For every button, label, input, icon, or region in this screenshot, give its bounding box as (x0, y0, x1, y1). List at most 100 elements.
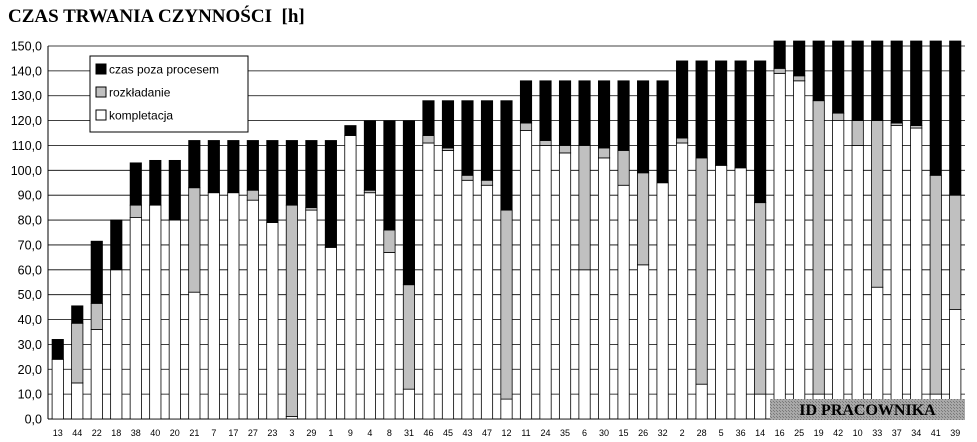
bar-segment-kompletacja (246, 199, 259, 420)
legend-entry: rozkładanie (109, 86, 171, 100)
y-tick-label: 130,0 (11, 89, 42, 103)
bar-segment-kompletacja (402, 388, 416, 420)
bar-segment-czas-poza-procesem (812, 40, 825, 102)
x-tick-label: 34 (911, 428, 921, 438)
x-tick-label: 10 (853, 428, 863, 438)
x-tick-label: 21 (189, 428, 199, 438)
bar-segment-rozkladanie (929, 174, 942, 395)
bar-segment-czas-poza-procesem (539, 80, 552, 141)
x-tick-label: 17 (228, 428, 238, 438)
chart-title: CZAS TRWANIA CZYNNOŚCI [h] (8, 6, 305, 27)
x-tick-label: 19 (814, 428, 824, 438)
bar-segment-kompletacja (51, 358, 64, 420)
bar-segment-kompletacja (832, 120, 845, 420)
bar-segment-rozkladanie (461, 174, 474, 181)
y-tick-label: 70,0 (18, 238, 42, 252)
bar-segment-kompletacja (71, 382, 84, 420)
bar-segment-kompletacja (734, 167, 747, 420)
bar-segment-czas-poza-procesem (129, 162, 142, 206)
x-tick-label: 20 (170, 428, 180, 438)
bar-segment-rozkladanie (617, 150, 630, 186)
legend (89, 55, 249, 133)
bar-segment-kompletacja (90, 329, 103, 420)
bar-segment-czas-poza-procesem (597, 80, 611, 149)
x-tick-label: 39 (950, 428, 960, 438)
bar-segment-rozkladanie (754, 202, 767, 395)
bar-segment-kompletacja (890, 125, 903, 420)
bar-segment-rozkladanie (773, 67, 786, 74)
bar-segment-czas-poza-procesem (558, 80, 572, 146)
x-tick-label: 8 (387, 428, 392, 438)
x-tick-label: 40 (150, 428, 160, 438)
y-tick-label: 10,0 (18, 388, 42, 402)
bar-segment-rozkladanie (480, 179, 494, 186)
x-tick-label: 38 (131, 428, 141, 438)
bar-segment-kompletacja (461, 179, 474, 420)
x-tick-label: 9 (348, 428, 353, 438)
bar-segment-kompletacja (754, 393, 767, 420)
bar-segment-kompletacja (344, 135, 357, 420)
bar-segment-czas-poza-procesem (90, 240, 103, 304)
bar-segment-rozkladanie (851, 120, 864, 146)
x-axis-badge (770, 399, 965, 420)
bar-segment-kompletacja (500, 398, 513, 420)
bar-segment-rozkladanie (793, 75, 806, 82)
bar-segment-kompletacja (383, 251, 396, 420)
bar-segment-kompletacja (656, 182, 669, 420)
x-tick-label: 28 (697, 428, 707, 438)
x-tick-label: 15 (619, 428, 629, 438)
y-tick-label: 90,0 (18, 189, 42, 203)
bar-segment-czas-poza-procesem (461, 100, 474, 176)
y-tick-label: 0,0 (25, 413, 42, 427)
x-tick-label: 44 (72, 428, 82, 438)
bar-segment-czas-poza-procesem (344, 125, 357, 136)
bar-segment-kompletacja (110, 269, 123, 420)
bar-segment-czas-poza-procesem (851, 40, 864, 121)
bar-segment-czas-poza-procesem (305, 140, 318, 209)
bar-segment-kompletacja (676, 142, 689, 420)
bar-segment-czas-poza-procesem (363, 120, 376, 191)
bar-segment-rozkladanie (597, 147, 611, 159)
bar-segment-rozkladanie (812, 100, 825, 395)
bar-segment-czas-poza-procesem (695, 60, 708, 159)
bar-segment-kompletacja (910, 127, 923, 420)
bar-segment-czas-poza-procesem (871, 40, 884, 121)
bar-segment-czas-poza-procesem (656, 80, 669, 184)
x-tick-label: 2 (680, 428, 685, 438)
bar-segment-czas-poza-procesem (949, 40, 962, 196)
legend-swatch (95, 63, 107, 75)
bar-segment-rozkladanie (949, 194, 962, 310)
x-tick-label: 42 (833, 428, 843, 438)
bar-segment-czas-poza-procesem (637, 80, 650, 174)
bar-segment-rozkladanie (285, 204, 298, 417)
bar-segment-rozkladanie (246, 189, 259, 201)
x-tick-label: 25 (794, 428, 804, 438)
legend-swatch (95, 86, 107, 98)
x-tick-label: 12 (501, 428, 511, 438)
bar-segment-czas-poza-procesem (500, 100, 513, 211)
bar-segment-czas-poza-procesem (929, 40, 942, 176)
bar-segment-rozkladanie (71, 322, 84, 384)
bar-segment-rozkladanie (578, 145, 591, 271)
x-tick-label: 47 (482, 428, 492, 438)
bar-segment-czas-poza-procesem (324, 140, 337, 248)
bar-segment-rozkladanie (402, 284, 416, 390)
bar-segment-czas-poza-procesem (227, 140, 240, 194)
bar-segment-czas-poza-procesem (715, 60, 728, 166)
x-tick-label: 43 (462, 428, 472, 438)
x-tick-label: 37 (892, 428, 902, 438)
x-tick-label: 4 (367, 428, 372, 438)
bar-segment-kompletacja (480, 184, 494, 420)
bar-segment-czas-poza-procesem (519, 80, 533, 124)
x-tick-label: 36 (736, 428, 746, 438)
bar-segment-rozkladanie (383, 229, 396, 253)
bar-segment-kompletacja (695, 383, 708, 420)
x-tick-label: 45 (443, 428, 453, 438)
y-tick-label: 100,0 (11, 164, 42, 178)
bar-segment-czas-poza-procesem (422, 100, 435, 136)
bar-segment-kompletacja (168, 219, 181, 420)
bar-segment-czas-poza-procesem (110, 219, 123, 271)
bar-segment-czas-poza-procesem (168, 159, 181, 221)
x-tick-label: 1 (328, 428, 333, 438)
bar-segment-czas-poza-procesem (149, 159, 162, 206)
